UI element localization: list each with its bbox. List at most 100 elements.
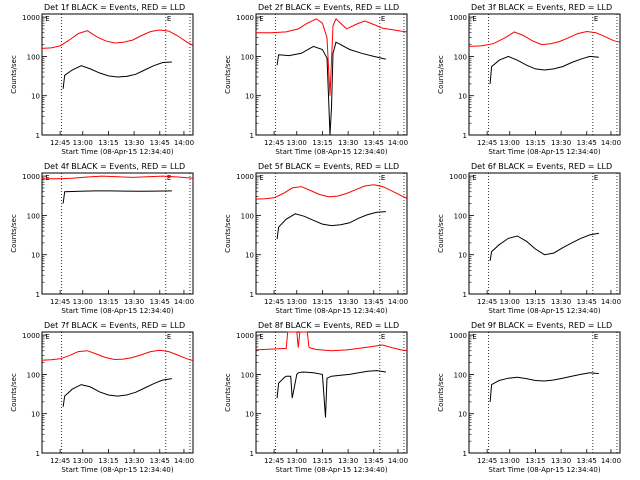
y-tick-label: 10 bbox=[245, 93, 254, 101]
y-tick-label: 1 bbox=[36, 291, 40, 299]
event-marker-label: E bbox=[381, 174, 385, 182]
x-axis-label: Start Time (08-Apr-15 12:34:40) bbox=[61, 307, 173, 315]
panel-title: Det 2f BLACK = Events, RED = LLD bbox=[258, 3, 399, 12]
x-axis-label: Start Time (08-Apr-15 12:34:40) bbox=[488, 148, 600, 156]
panel-det-6: Det 6f BLACK = Events, RED = LLD E E 1 10 100… bbox=[437, 162, 621, 315]
x-tick-label: 12:45 bbox=[264, 298, 284, 306]
x-tick-label: 13:00 bbox=[500, 298, 520, 306]
events-series-line bbox=[276, 41, 387, 136]
x-tick-label: 12:45 bbox=[50, 298, 70, 306]
panel-title: Det 8f BLACK = Events, RED = LLD bbox=[258, 321, 399, 330]
y-tick-label: 10 bbox=[458, 411, 467, 419]
x-tick-label: 13:30 bbox=[551, 298, 571, 306]
lld-series-line bbox=[256, 18, 408, 96]
y-tick-label: 1 bbox=[250, 291, 254, 299]
y-tick-label: 100 bbox=[454, 212, 467, 220]
panel-title: Det 6f BLACK = Events, RED = LLD bbox=[471, 162, 612, 171]
y-axis-label: Counts/sec bbox=[224, 55, 232, 94]
y-tick-label: 10 bbox=[31, 93, 40, 101]
x-tick-label: 13:45 bbox=[150, 139, 170, 147]
events-series-line bbox=[62, 378, 172, 407]
panel-title: Det 9f BLACK = Events, RED = LLD bbox=[471, 321, 612, 330]
x-tick-label: 13:15 bbox=[525, 457, 545, 465]
x-tick-label: 13:30 bbox=[124, 298, 144, 306]
x-tick-label: 13:15 bbox=[98, 139, 118, 147]
y-tick-label: 1 bbox=[250, 132, 254, 140]
y-tick-label: 1 bbox=[463, 450, 467, 458]
x-axis-label: Start Time (08-Apr-15 12:34:40) bbox=[275, 148, 387, 156]
panel-det-5: Det 5f BLACK = Events, RED = LLD E E 1 10 100… bbox=[224, 162, 408, 315]
y-axis-label: Counts/sec bbox=[10, 214, 18, 253]
y-axis-label: Counts/sec bbox=[224, 373, 232, 412]
x-tick-label: 12:45 bbox=[50, 139, 70, 147]
events-series-line bbox=[276, 370, 386, 418]
y-tick-label: 1000 bbox=[449, 332, 467, 340]
event-marker-label: E bbox=[259, 15, 263, 23]
y-tick-label: 100 bbox=[241, 371, 254, 379]
x-tick-label: 13:00 bbox=[73, 457, 93, 465]
event-marker-label: E bbox=[472, 333, 476, 341]
x-tick-label: 14:00 bbox=[601, 457, 621, 465]
y-axis-label: Counts/sec bbox=[437, 214, 445, 253]
events-series-line bbox=[62, 61, 172, 89]
x-tick-label: 12:45 bbox=[264, 139, 284, 147]
y-tick-label: 100 bbox=[241, 53, 254, 61]
panel-det-7: Det 7f BLACK = Events, RED = LLD E E 1 10 100… bbox=[10, 321, 194, 474]
event-marker-label: E bbox=[594, 174, 598, 182]
x-tick-label: 13:15 bbox=[312, 139, 332, 147]
x-tick-label: 14:00 bbox=[388, 139, 408, 147]
y-tick-label: 10 bbox=[458, 252, 467, 260]
lld-series-line bbox=[255, 184, 408, 200]
y-tick-label: 100 bbox=[27, 371, 40, 379]
plot-frame bbox=[468, 331, 621, 454]
x-tick-label: 13:00 bbox=[287, 457, 307, 465]
x-tick-label: 14:00 bbox=[388, 457, 408, 465]
x-tick-label: 13:00 bbox=[287, 139, 307, 147]
plot-frame bbox=[255, 13, 408, 136]
panel-title: Det 4f BLACK = Events, RED = LLD bbox=[44, 162, 185, 171]
y-tick-label: 100 bbox=[241, 212, 254, 220]
panel-title: Det 7f BLACK = Events, RED = LLD bbox=[44, 321, 185, 330]
x-tick-label: 13:15 bbox=[312, 298, 332, 306]
x-tick-label: 12:45 bbox=[477, 298, 497, 306]
x-axis-label: Start Time (08-Apr-15 12:34:40) bbox=[61, 466, 173, 474]
y-tick-label: 1 bbox=[36, 132, 40, 140]
plot-frame bbox=[255, 331, 408, 454]
x-tick-label: 14:00 bbox=[174, 298, 194, 306]
x-tick-label: 13:45 bbox=[364, 457, 384, 465]
lld-series-line bbox=[255, 331, 408, 352]
x-tick-label: 13:00 bbox=[500, 457, 520, 465]
y-tick-label: 100 bbox=[27, 53, 40, 61]
x-tick-label: 13:45 bbox=[577, 457, 597, 465]
y-tick-label: 1000 bbox=[449, 14, 467, 22]
event-marker-label: E bbox=[45, 15, 49, 23]
x-tick-label: 13:30 bbox=[338, 457, 358, 465]
y-axis-label: Counts/sec bbox=[10, 55, 18, 94]
plot-frame bbox=[41, 13, 194, 136]
y-tick-label: 1000 bbox=[449, 173, 467, 181]
event-marker-label: E bbox=[472, 174, 476, 182]
y-tick-label: 10 bbox=[31, 411, 40, 419]
event-marker-label: E bbox=[594, 333, 598, 341]
panel-det-4: Det 4f BLACK = Events, RED = LLD E E 1 10 100… bbox=[10, 162, 194, 315]
y-tick-label: 1000 bbox=[22, 332, 40, 340]
event-marker-label: E bbox=[45, 333, 49, 341]
events-series-line bbox=[489, 372, 599, 402]
x-tick-label: 13:30 bbox=[551, 139, 571, 147]
plot-frame bbox=[468, 13, 621, 136]
panel-title: Det 5f BLACK = Events, RED = LLD bbox=[258, 162, 399, 171]
x-tick-label: 14:00 bbox=[174, 139, 194, 147]
event-marker-label: E bbox=[381, 333, 385, 341]
x-tick-label: 13:45 bbox=[577, 298, 597, 306]
y-tick-label: 1 bbox=[36, 450, 40, 458]
event-marker-label: E bbox=[167, 174, 171, 182]
panel-det-1: Det 1f BLACK = Events, RED = LLD E E 1 10 100… bbox=[10, 3, 194, 156]
plot-frame bbox=[41, 172, 194, 295]
lld-series-line bbox=[41, 175, 194, 180]
plot-frame bbox=[468, 172, 621, 295]
x-tick-label: 13:30 bbox=[124, 457, 144, 465]
y-tick-label: 1000 bbox=[22, 14, 40, 22]
events-series-line bbox=[276, 211, 386, 240]
x-tick-label: 12:45 bbox=[477, 139, 497, 147]
